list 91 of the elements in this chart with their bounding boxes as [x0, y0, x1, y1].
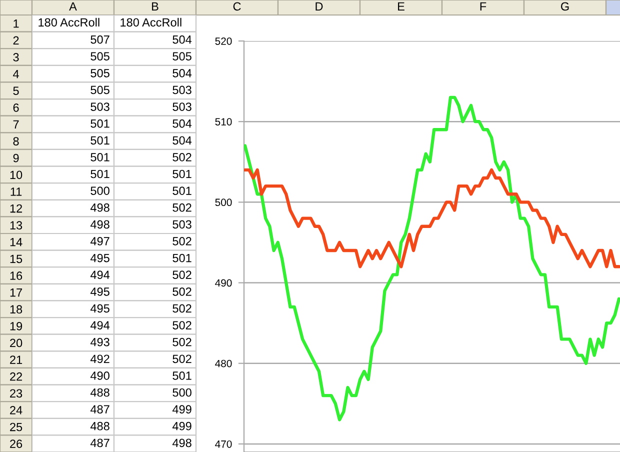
y-tick-label: 490: [215, 279, 232, 287]
text: 502: [172, 270, 192, 280]
text: 499: [172, 422, 192, 430]
text: 493: [90, 338, 110, 346]
text: 500: [90, 186, 110, 195]
text: 498: [172, 438, 192, 448]
y-tick-label: 16: [10, 272, 22, 280]
x-tick-label: B: [152, 2, 158, 10]
text: 488: [90, 422, 110, 430]
y-tick-label: 22: [10, 372, 22, 381]
text: 503: [172, 102, 192, 111]
text: 504: [172, 119, 192, 128]
y-tick-label: 24: [10, 406, 22, 414]
y-tick-label: 17: [10, 288, 22, 297]
y-tick-label: 480: [215, 360, 232, 368]
text: 488: [90, 388, 110, 397]
text: 504: [172, 35, 192, 44]
y-tick-label: 13: [10, 221, 22, 230]
y-tick-label: 520: [215, 38, 232, 45]
text: 494: [90, 270, 110, 280]
text: 507: [90, 35, 110, 44]
text: 504: [172, 68, 192, 78]
text: 502: [172, 287, 192, 296]
text: 495: [90, 254, 110, 262]
text: 502: [172, 338, 192, 346]
y-tick-label: 23: [10, 389, 22, 398]
y-tick-label: 470: [215, 440, 232, 448]
text: 495: [90, 287, 110, 296]
text: 502: [172, 203, 192, 212]
y-tick-label: 14: [10, 238, 22, 246]
text: 497: [90, 237, 110, 246]
y-tick-label: 7: [13, 120, 19, 129]
text: 501: [172, 186, 192, 195]
y-tick-label: 20: [10, 338, 22, 348]
text: 487: [90, 405, 110, 414]
y-tick-label: 19: [10, 322, 22, 330]
y-tick-label: 1: [14, 20, 19, 28]
y-tick-label: 2: [13, 36, 19, 44]
y-tick-label: 6: [13, 103, 19, 112]
x-tick-label: A: [69, 2, 77, 10]
text: 501: [172, 372, 192, 380]
y-tick-label: 9: [13, 154, 19, 162]
text: 501: [90, 119, 110, 128]
text: 505: [172, 52, 192, 61]
y-tick-label: 10: [10, 170, 22, 180]
text: 494: [90, 321, 110, 330]
text: 498: [90, 220, 110, 229]
y-tick-label: 510: [215, 118, 232, 126]
x-tick-label: E: [398, 2, 404, 10]
text: 501: [90, 170, 110, 178]
x-tick-label: C: [233, 2, 241, 11]
y-tick-label: 18: [10, 305, 22, 314]
y-tick-label: 26: [10, 440, 22, 448]
y-tick-label: 8: [13, 137, 19, 146]
text: 502: [172, 304, 192, 313]
text: 502: [172, 237, 192, 246]
x-tick-label: F: [480, 2, 486, 10]
text: 503: [172, 220, 192, 229]
text: 499: [172, 405, 192, 414]
text: 505: [90, 68, 110, 78]
text: 500: [172, 388, 192, 397]
y-tick-label: 15: [10, 254, 22, 264]
text: 487: [90, 438, 110, 448]
text: 503: [90, 102, 110, 111]
x-tick-label: G: [561, 2, 569, 11]
text: 490: [90, 372, 110, 380]
text: 495: [90, 304, 110, 313]
text: 505: [90, 52, 110, 61]
y-tick-label: 500: [215, 198, 232, 206]
text: 504: [172, 136, 192, 145]
y-tick-label: 4: [13, 70, 19, 78]
text: 501: [172, 254, 192, 262]
text: 501: [172, 170, 192, 178]
text: 498: [90, 203, 110, 212]
text: 501: [90, 136, 110, 145]
text: 180 AccRoll: [120, 18, 182, 27]
text: 503: [172, 86, 192, 94]
text: 180 AccRoll: [38, 18, 100, 27]
text: 502: [172, 354, 192, 364]
text: 501: [90, 153, 110, 162]
y-tick-label: 12: [10, 204, 22, 213]
y-tick-label: 5: [13, 86, 19, 96]
y-tick-label: 21: [10, 356, 22, 364]
y-tick-label: 3: [13, 53, 19, 62]
text: 502: [172, 153, 192, 162]
y-tick-label: 11: [10, 188, 22, 196]
x-tick-label: D: [316, 2, 323, 10]
text: 502: [172, 321, 192, 330]
text: 492: [90, 354, 110, 364]
text: 505: [90, 86, 110, 94]
y-tick-label: 25: [10, 422, 22, 432]
